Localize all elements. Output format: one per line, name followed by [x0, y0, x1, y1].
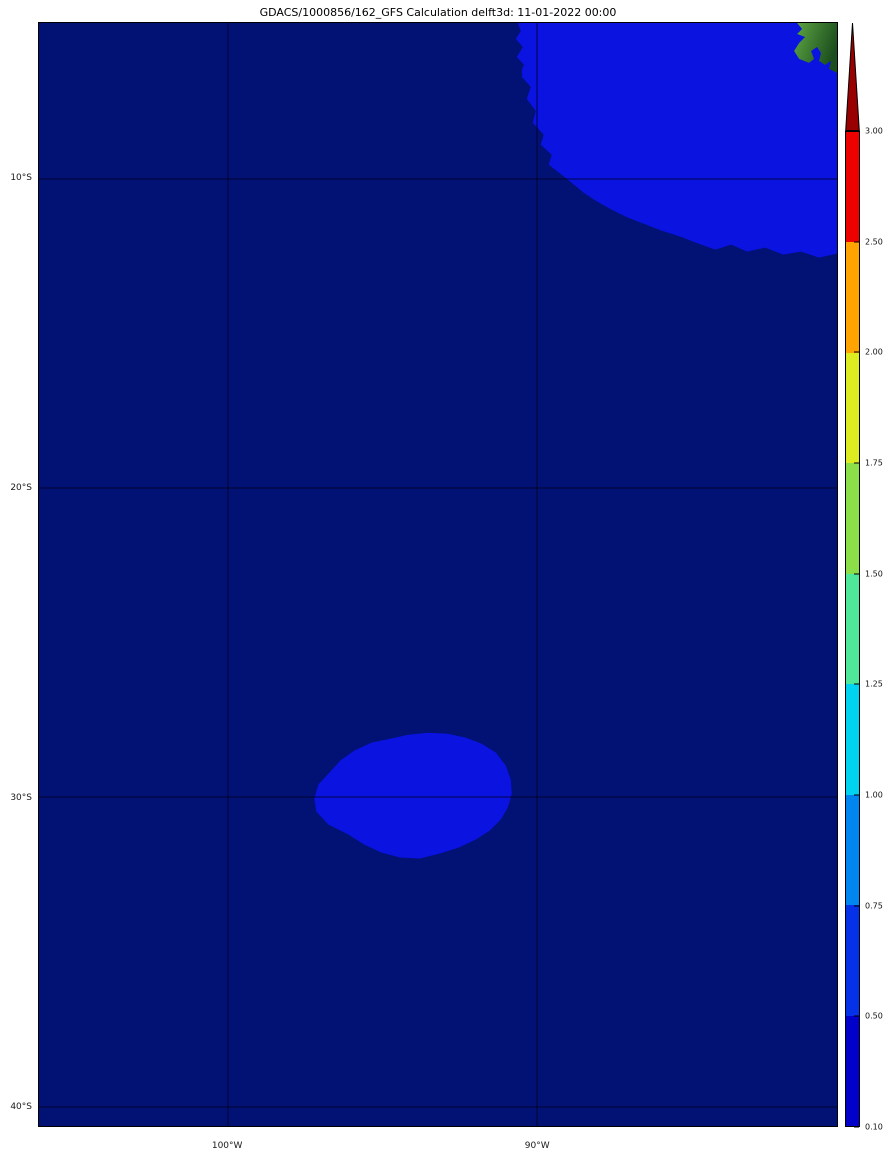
- colorbar-tick-label: 3.00: [865, 126, 883, 136]
- lon-axis-labels: 100°W 90°W: [38, 1129, 838, 1153]
- plot-title: GDACS/1000856/162_GFS Calculation delft3…: [259, 6, 617, 19]
- colorbar-tick-label: 2.50: [865, 237, 883, 247]
- gridline-vertical: [535, 23, 538, 1126]
- colorbar-segment: [846, 794, 859, 906]
- colorbar-segment: [846, 463, 859, 574]
- colorbar: [845, 22, 860, 1127]
- lat-tick-label: 40°S: [10, 1102, 32, 1113]
- wave-patch-30s: [314, 732, 512, 859]
- gridline-horizontal: [39, 1105, 837, 1108]
- colorbar-segment: [846, 352, 859, 464]
- lon-tick-label: 90°W: [524, 1141, 550, 1151]
- land-area: [794, 23, 837, 73]
- colorbar-tick-label: 0.10: [865, 1122, 883, 1132]
- map-area: [38, 22, 838, 1127]
- colorbar-segment: [846, 242, 859, 353]
- colorbar-segment: [846, 684, 859, 795]
- gridline-vertical: [226, 23, 229, 1126]
- wave-region-northeast: [515, 23, 837, 258]
- lon-tick-label: 100°W: [211, 1141, 243, 1151]
- wave-speck-northeast: [521, 64, 533, 79]
- colorbar-over-arrow: [845, 22, 860, 131]
- colorbar-tick-label: 2.00: [865, 347, 883, 357]
- colorbar-tick-label: 1.00: [865, 790, 883, 800]
- gridline-horizontal: [39, 796, 837, 799]
- colorbar-tick-label: 0.75: [865, 901, 883, 911]
- gridline-horizontal: [39, 177, 837, 180]
- colorbar-tick-label: 1.75: [865, 458, 883, 468]
- colorbar-segment: [846, 905, 859, 1016]
- colorbar-tick-label: 1.50: [865, 569, 883, 579]
- map-canvas: [39, 23, 837, 1126]
- lat-tick-label: 10°S: [10, 172, 32, 183]
- colorbar-tick-label: 0.50: [865, 1011, 883, 1021]
- colorbar-segment: [846, 573, 859, 685]
- colorbar-segments: [845, 131, 860, 1127]
- colorbar-segment: [846, 132, 859, 243]
- colorbar-segment: [846, 1015, 859, 1126]
- colorbar-over-arrow-shape: [845, 22, 860, 131]
- lat-tick-label: 30°S: [10, 792, 32, 803]
- colorbar-tick-label: 1.25: [865, 679, 883, 689]
- gridline-horizontal: [39, 486, 837, 489]
- lat-axis-labels: 10°S 20°S 30°S 40°S: [0, 22, 35, 1127]
- lat-tick-label: 20°S: [10, 482, 32, 493]
